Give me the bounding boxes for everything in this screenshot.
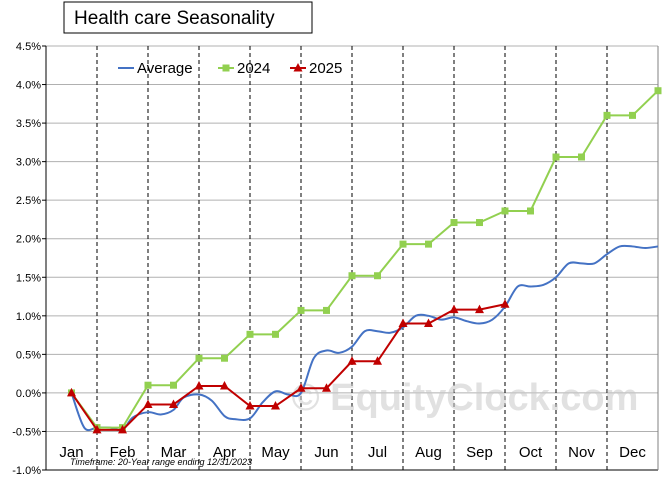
series-point-2025 — [475, 304, 484, 314]
series-point-2024 — [450, 219, 458, 227]
x-tick-label: Oct — [519, 444, 543, 461]
series-point-2024 — [221, 354, 228, 362]
x-tick-label: Jan — [59, 444, 83, 461]
x-tick-label: May — [261, 444, 290, 461]
axis-layer: 4.5% 4.0% 3.5% 3.0% 2.5% 2.0% 1.5% 1.0% 0.5% 0.0%… — [12, 41, 659, 477]
series-point-2024 — [399, 240, 407, 248]
series-point-2024 — [476, 219, 483, 227]
series-layer — [67, 87, 662, 434]
series-point-2024 — [144, 381, 152, 389]
x-tick-label: Jun — [314, 444, 338, 461]
y-tick-label: 0.0% — [16, 388, 41, 400]
series-point-2024 — [578, 153, 585, 161]
series-point-2024 — [552, 153, 560, 161]
series-point-2024 — [297, 306, 305, 314]
chart-title-box: Health care Seasonality — [63, 1, 313, 34]
series-point-2025 — [347, 356, 357, 365]
chart-title: Health care Seasonality — [74, 8, 275, 29]
watermark-layer: © EquityClock.com — [292, 377, 639, 419]
series-point-2025 — [424, 318, 433, 328]
series-point-2024 — [603, 111, 611, 119]
y-tick-label: -1.0% — [12, 465, 41, 477]
x-tick-label: Nov — [568, 444, 595, 461]
series-point-2024 — [501, 207, 509, 215]
series-point-2025 — [67, 387, 76, 397]
series-point-2025 — [500, 299, 510, 308]
legend: Average 2024 2025 — [118, 60, 342, 77]
y-tick-label: 4.0% — [16, 80, 41, 92]
legend-label-2024: 2024 — [237, 60, 270, 77]
series-point-2025 — [194, 380, 204, 390]
y-tick-label: 3.5% — [16, 118, 41, 130]
legend-marker-2024 — [222, 64, 230, 72]
y-tick-label: 4.5% — [16, 41, 41, 53]
y-tick-label: 3.0% — [16, 157, 41, 169]
series-point-2025 — [169, 399, 178, 408]
y-tick-label: 1.0% — [16, 311, 41, 323]
y-tick-label: 1.5% — [16, 272, 41, 284]
series-line-2025 — [70, 303, 506, 431]
series-point-2025 — [271, 401, 280, 410]
legend-label-average: Average — [137, 60, 193, 77]
series-point-2025 — [322, 383, 331, 392]
series-line-2024 — [70, 89, 659, 429]
series-point-2025 — [449, 304, 459, 314]
x-tick-label: Apr — [213, 444, 236, 461]
series-point-2025 — [373, 356, 382, 365]
grid-layer — [46, 45, 658, 471]
series-point-2024 — [170, 381, 177, 389]
series-point-2025 — [143, 399, 153, 408]
x-tick-label: Dec — [619, 444, 646, 461]
series-point-2024 — [348, 272, 356, 280]
legend-label-2025: 2025 — [309, 60, 342, 77]
series-point-2024 — [654, 87, 662, 95]
y-tick-label: 2.0% — [16, 234, 41, 246]
x-tick-label: Mar — [161, 444, 187, 461]
watermark-text: © EquityClock.com — [292, 377, 639, 419]
timeframe-footnote: Timeframe: 20-Year range ending 12/31/20… — [70, 457, 252, 467]
legend-marker-2025 — [293, 63, 303, 72]
series-point-2025 — [220, 380, 229, 390]
series-point-2024 — [272, 330, 279, 338]
y-tick-label: -0.5% — [12, 426, 41, 438]
x-tick-label: Aug — [415, 444, 442, 461]
series-point-2024 — [374, 272, 381, 280]
series-point-2024 — [195, 354, 203, 362]
series-point-2024 — [246, 330, 254, 338]
series-point-2025 — [245, 401, 255, 410]
series-point-2025 — [118, 424, 127, 434]
series-point-2024 — [629, 111, 636, 119]
series-line-average — [70, 244, 659, 432]
x-tick-label: Feb — [110, 444, 136, 461]
x-tick-label: Jul — [368, 444, 387, 461]
series-point-2025 — [296, 383, 306, 392]
series-point-2024 — [425, 240, 432, 248]
series-point-2025 — [398, 318, 408, 328]
y-tick-label: 0.5% — [16, 349, 41, 361]
y-tick-label: 2.5% — [16, 195, 41, 207]
x-tick-label: Sep — [466, 444, 493, 461]
series-point-2024 — [323, 306, 330, 314]
series-point-2024 — [527, 207, 534, 215]
series-point-2025 — [92, 424, 102, 434]
